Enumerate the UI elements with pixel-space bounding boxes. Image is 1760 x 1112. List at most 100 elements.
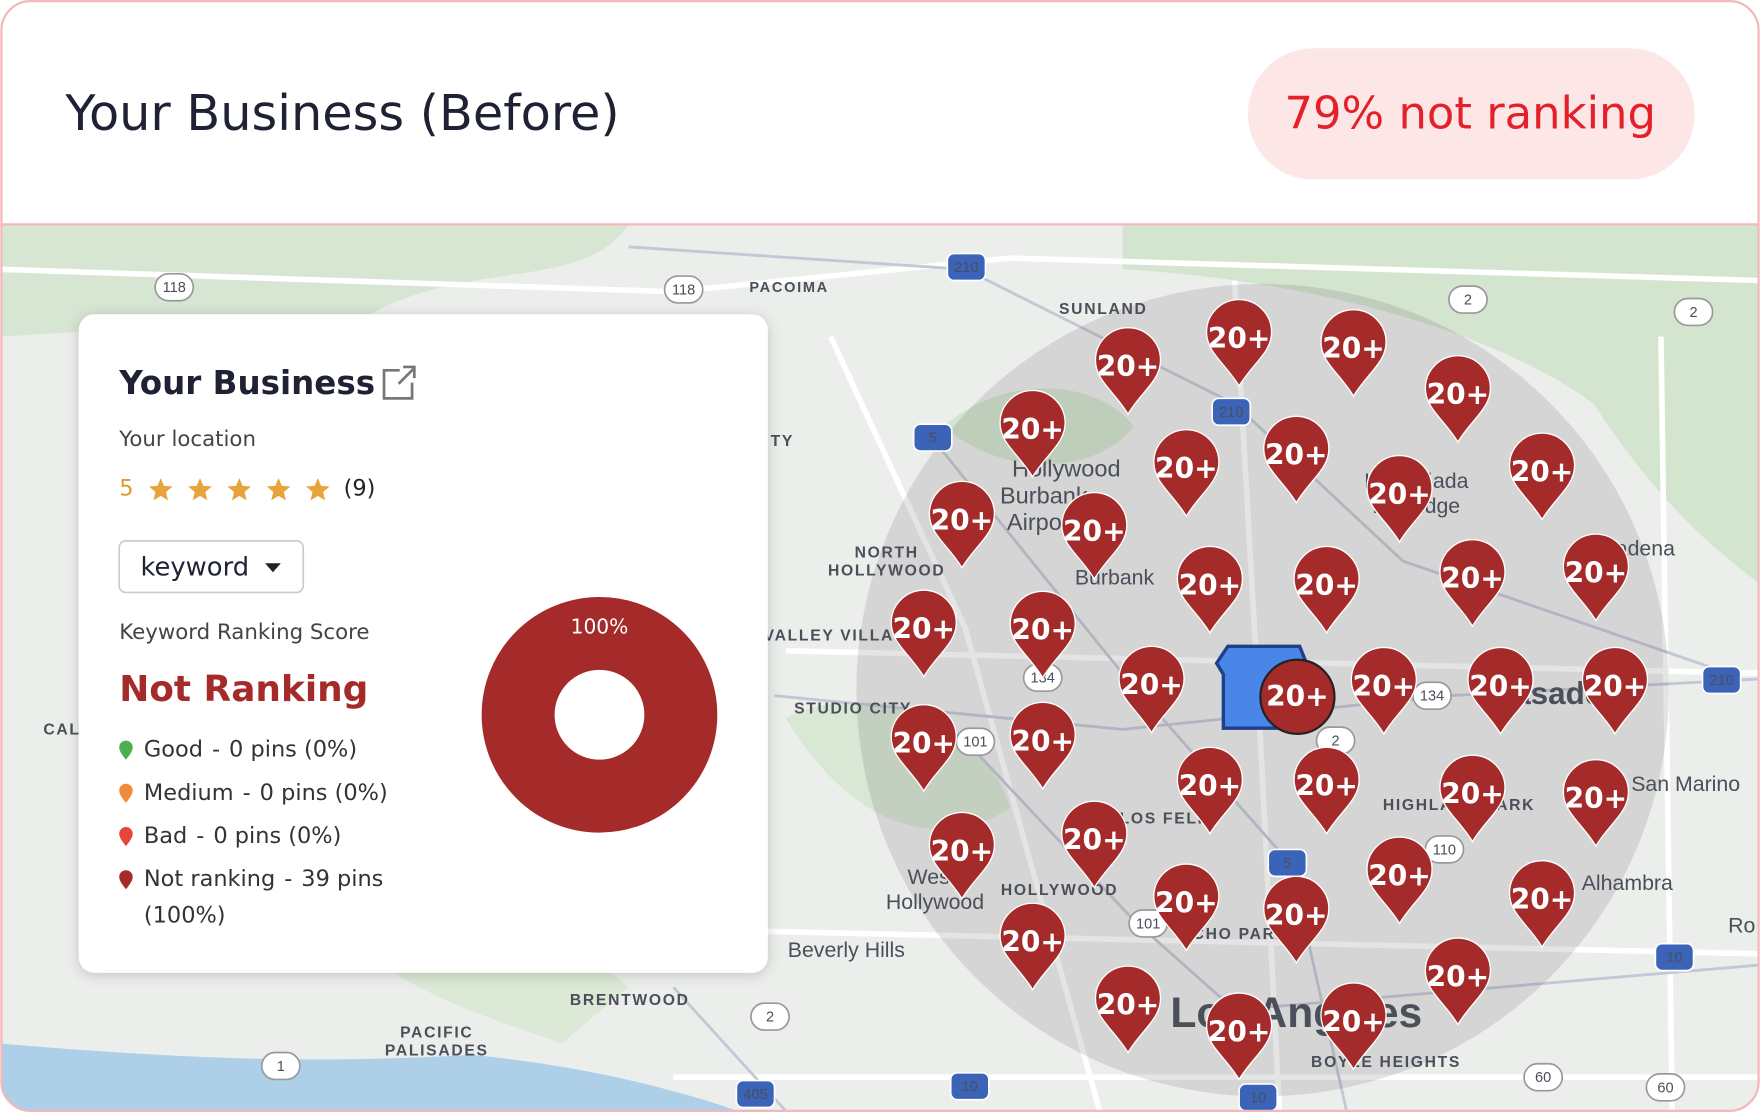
road-shield: [1238, 1083, 1279, 1111]
road-shield-label: 134: [1420, 689, 1444, 705]
road-shield: [260, 1051, 301, 1081]
highway: [964, 739, 1759, 1012]
pin-label: 20+: [1266, 680, 1329, 713]
road-shield-label: 210: [1709, 673, 1733, 689]
pin-label: 20+: [931, 504, 994, 537]
pin-label: 20+: [1011, 725, 1074, 758]
legend-name: Not ranking: [144, 866, 275, 892]
dropdown-text: keyword: [141, 552, 250, 582]
pin-label: 20+: [1565, 557, 1628, 590]
map-label: Alhambra: [1582, 871, 1673, 895]
map-label: CAL: [43, 722, 80, 739]
map-label: HOLLYWOOD: [828, 562, 945, 579]
legend: Good -0 pins (0%)Medium -0 pins (0%)Bad -0 …: [119, 736, 388, 929]
road-shield-label: 210: [1219, 405, 1243, 421]
legend-pin: [119, 740, 133, 760]
pin-label: 20+: [1179, 770, 1242, 803]
map-label: Hollywood: [886, 890, 984, 914]
road-shield-label: 5: [1283, 856, 1291, 872]
road-shield: [1645, 1073, 1686, 1102]
pin: [1320, 309, 1387, 398]
donut-label: 100%: [571, 614, 629, 638]
pin: [1205, 992, 1273, 1081]
external-link-icon[interactable]: [382, 365, 416, 400]
pin-label: 20+: [1179, 569, 1242, 602]
legend-pin: [119, 826, 133, 847]
badge: [1248, 48, 1695, 180]
pin: [1439, 754, 1506, 843]
pin-label: 20+: [1469, 670, 1532, 703]
pin: [1263, 875, 1330, 965]
road-shield: [735, 1079, 776, 1109]
map-label: Ro: [1728, 913, 1755, 937]
road: [1658, 336, 1676, 1111]
pin: [1094, 965, 1162, 1054]
pin: [1562, 758, 1630, 848]
road-shield: [912, 423, 953, 452]
pin-label: 20+: [1208, 1015, 1271, 1048]
separator: -: [284, 866, 292, 892]
legend-detail: 0 pins (0%): [260, 779, 388, 805]
pin-label: 20+: [1265, 439, 1328, 472]
keyword-dropdown[interactable]: [118, 540, 305, 594]
dropdown-caret: [265, 563, 281, 573]
road-shield-label: 118: [672, 282, 695, 298]
pin: [999, 902, 1066, 991]
pin-label: 20+: [1511, 456, 1574, 489]
donut-chart: 100%: [481, 596, 718, 833]
legend-entry: Not ranking -39 pins: [144, 866, 383, 892]
pin-label: 20+: [1584, 670, 1647, 703]
pin: [1508, 859, 1576, 949]
road-shield-label: 1: [277, 1059, 285, 1075]
star: [266, 478, 291, 501]
pin-label: 20+: [1368, 478, 1431, 511]
pin: [1009, 590, 1076, 680]
legend-detail-2: (100%): [144, 903, 226, 929]
road-shield: [1267, 848, 1308, 878]
pin: [1293, 746, 1360, 836]
pin-label: 20+: [1427, 960, 1490, 993]
water: [1, 1043, 741, 1111]
legend-pin: [119, 870, 133, 890]
score-label: Keyword Ranking Score: [119, 620, 369, 645]
road-shield: [1412, 681, 1452, 711]
legend-name: Medium: [144, 779, 234, 805]
pin-label: 20+: [1208, 322, 1271, 355]
business-card: Your Business Your location 5 keyword Ke…: [78, 314, 768, 973]
pin-label: 20+: [1295, 770, 1358, 803]
pin-label: 20+: [1427, 378, 1490, 411]
pin: [1263, 415, 1330, 505]
pin: [1439, 539, 1506, 628]
map-label: BRENTWOOD: [570, 992, 690, 1009]
pins: 20+ 20+ 20+ 20+ 20+ 20+ 20+ 20+ 20+ 20+ 20+ 20+ 20+ 2…: [890, 298, 1649, 1081]
road-shield-label: 60: [1657, 1080, 1673, 1096]
star: [188, 478, 212, 501]
pin-label: 20+: [1001, 413, 1064, 446]
legend-entry: Bad -0 pins (0%): [144, 822, 341, 848]
pin: [1094, 326, 1162, 416]
pin-label: 20+: [1011, 614, 1074, 647]
road-shield: [750, 1002, 790, 1031]
pin: [1320, 982, 1387, 1071]
pin: [1424, 937, 1492, 1026]
pin-label: 20+: [1120, 669, 1183, 702]
road-shield-label: 2: [1332, 734, 1340, 750]
pin: [1562, 533, 1630, 622]
pin: [1009, 701, 1076, 791]
pin-current: [1259, 658, 1336, 735]
pin: [1176, 545, 1244, 635]
score: Not Ranking: [119, 669, 368, 710]
pin-label: 20+: [1322, 1005, 1385, 1038]
pin-label: 20+: [1063, 824, 1126, 857]
road-shield-label: 2: [1689, 305, 1697, 321]
location: Your location: [118, 427, 256, 452]
pin: [1581, 646, 1649, 736]
road-shield-label: 10: [1666, 950, 1682, 966]
pin-label: 20+: [1565, 782, 1628, 815]
pin: [1350, 646, 1418, 736]
map-label: VALLEY VILLAGE: [764, 627, 920, 644]
star: [306, 478, 330, 501]
map-label: BOYLE HEIGHTS: [1311, 1054, 1461, 1071]
